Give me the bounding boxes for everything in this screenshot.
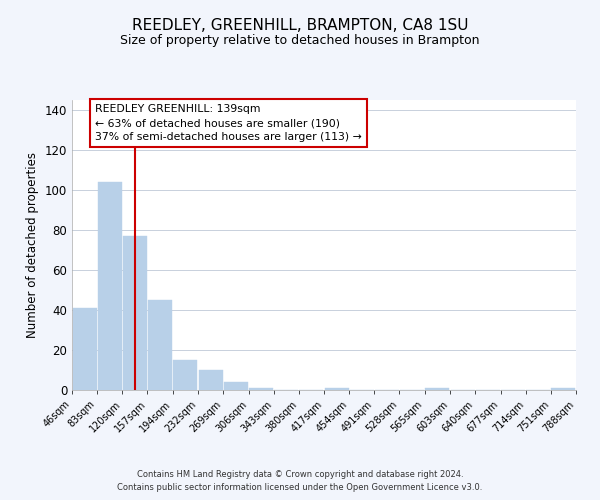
Bar — [551, 388, 575, 390]
Bar — [123, 236, 147, 390]
Bar — [325, 388, 349, 390]
Bar — [173, 360, 197, 390]
Y-axis label: Number of detached properties: Number of detached properties — [26, 152, 39, 338]
Bar — [73, 308, 97, 390]
Bar — [199, 370, 223, 390]
Text: Size of property relative to detached houses in Brampton: Size of property relative to detached ho… — [120, 34, 480, 47]
Bar — [98, 182, 122, 390]
Bar — [249, 388, 273, 390]
Text: Contains HM Land Registry data © Crown copyright and database right 2024.: Contains HM Land Registry data © Crown c… — [137, 470, 463, 479]
Bar — [224, 382, 248, 390]
Bar — [148, 300, 172, 390]
Bar — [425, 388, 449, 390]
Text: Contains public sector information licensed under the Open Government Licence v3: Contains public sector information licen… — [118, 484, 482, 492]
Text: REEDLEY GREENHILL: 139sqm
← 63% of detached houses are smaller (190)
37% of semi: REEDLEY GREENHILL: 139sqm ← 63% of detac… — [95, 104, 362, 142]
Text: REEDLEY, GREENHILL, BRAMPTON, CA8 1SU: REEDLEY, GREENHILL, BRAMPTON, CA8 1SU — [132, 18, 468, 32]
